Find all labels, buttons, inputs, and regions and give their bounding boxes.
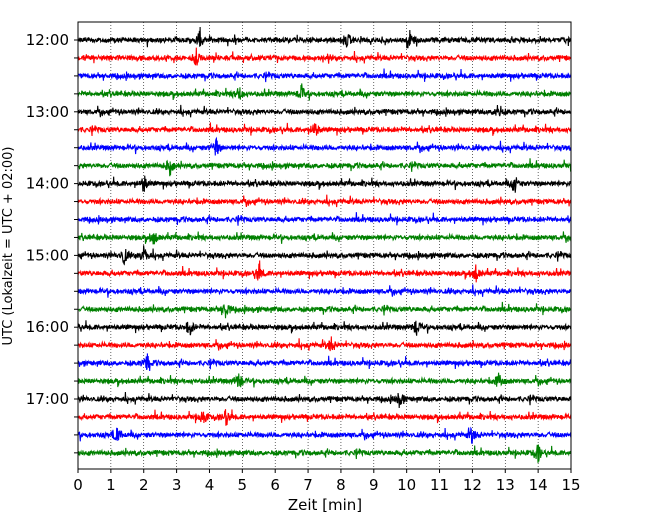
x-tick-label: 4 (205, 476, 215, 494)
x-tick-label: 7 (303, 476, 313, 494)
x-tick-label: 5 (238, 476, 248, 494)
x-tick-label: 12 (463, 476, 482, 494)
x-tick-label: 11 (430, 476, 449, 494)
y-tick-label: 13:00 (26, 103, 69, 121)
y-tick-label: 12:00 (26, 31, 69, 49)
trace-1630 (77, 353, 572, 371)
x-axis: 0 1 2 3 4 5 6 7 8 9 10 11 12 13 14 15 (73, 469, 581, 494)
trace-1215 (77, 47, 572, 66)
trace-1445 (77, 231, 572, 245)
y-tick-label: 14:00 (26, 175, 69, 193)
trace-1600 (77, 320, 572, 336)
x-tick-label: 6 (270, 476, 280, 494)
y-tick-label: 15:00 (26, 246, 69, 264)
trace-1500 (77, 245, 572, 266)
trace-1615 (77, 336, 572, 352)
trace-1430 (77, 212, 572, 226)
y-tick-label: 16:00 (26, 318, 69, 336)
trace-1345 (77, 158, 572, 177)
plot-area (78, 22, 571, 469)
trace-1700 (77, 392, 572, 408)
trace-1300 (77, 104, 572, 118)
trace-1230 (77, 68, 572, 83)
trace-1715 (77, 409, 572, 426)
y-axis-label: UTC (Lokalzeit = UTC + 02:00) (1, 147, 16, 346)
x-tick-label: 1 (106, 476, 116, 494)
x-tick-label: 2 (139, 476, 149, 494)
x-tick-label: 15 (561, 476, 580, 494)
x-tick-label: 13 (496, 476, 515, 494)
x-tick-label: 3 (172, 476, 182, 494)
x-tick-label: 10 (397, 476, 416, 494)
trace-1415 (77, 194, 572, 208)
seismogram-traces (77, 26, 572, 463)
grid-lines (110, 22, 539, 469)
trace-1545 (77, 301, 572, 319)
trace-1530 (77, 284, 572, 298)
trace-1315 (77, 122, 572, 136)
x-tick-label: 9 (369, 476, 379, 494)
x-tick-label: 8 (336, 476, 346, 494)
trace-1400 (77, 175, 572, 193)
trace-1730 (77, 426, 572, 445)
y-axis: 12:00 13:00 14:00 15:00 16:00 17:00 (26, 31, 78, 454)
plot-frame (77, 21, 572, 470)
trace-1245 (77, 83, 572, 101)
x-axis-label: Zeit [min] (288, 496, 362, 514)
trace-1515 (77, 260, 572, 283)
trace-1330 (77, 136, 572, 156)
x-tick-label: 0 (73, 476, 83, 494)
x-tick-label: 14 (529, 476, 548, 494)
trace-1645 (77, 372, 572, 388)
trace-1200 (77, 26, 572, 49)
y-tick-label: 17:00 (26, 390, 69, 408)
trace-1745 (77, 444, 572, 463)
